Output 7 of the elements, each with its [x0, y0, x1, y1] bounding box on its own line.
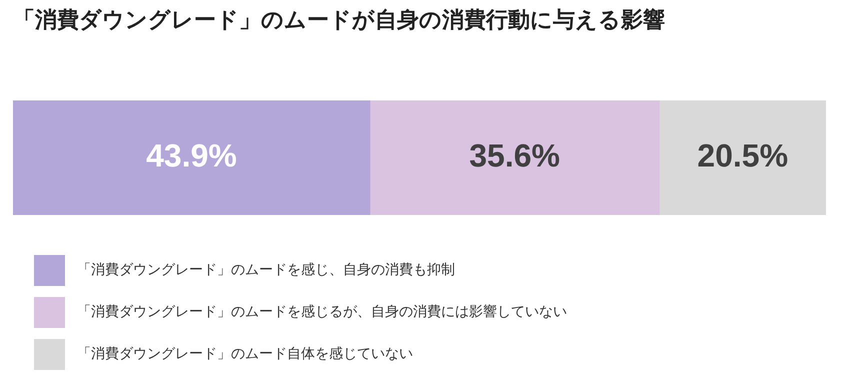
legend-label: 「消費ダウングレード」のムードを感じるが、自身の消費には影響していない — [77, 303, 567, 321]
data-label: 43.9% — [146, 138, 237, 174]
legend-label: 「消費ダウングレード」のムードを感じ、自身の消費も抑制 — [77, 261, 455, 279]
data-label: 35.6% — [469, 138, 560, 174]
data-label: 20.5% — [697, 138, 788, 174]
chart-title: 「消費ダウングレード」のムードが自身の消費行動に与える影響 — [13, 6, 665, 33]
legend-label: 「消費ダウングレード」のムード自体を感じていない — [77, 345, 413, 363]
